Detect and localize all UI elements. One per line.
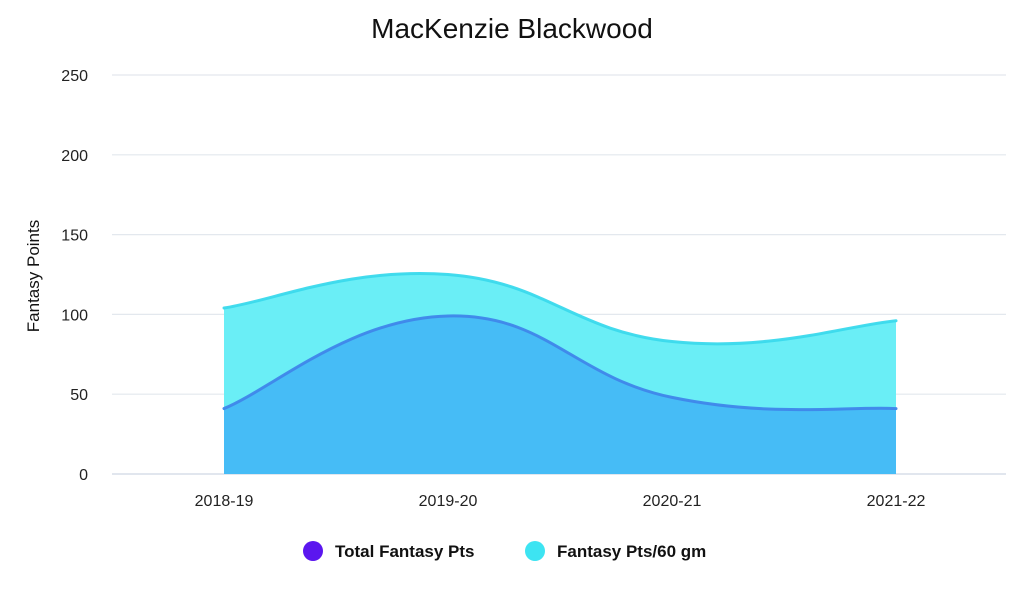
legend-label: Total Fantasy Pts [335, 542, 475, 561]
legend-label: Fantasy Pts/60 gm [557, 542, 706, 561]
axes: 0 50 100 150 200 250 2018-19 2019-20 2020-21 2021… [61, 68, 925, 510]
x-tick-label: 2018-19 [195, 493, 254, 510]
legend-swatch [525, 541, 545, 561]
x-tick-label: 2019-20 [419, 493, 478, 510]
y-tick-label: 250 [61, 68, 88, 85]
y-tick-label: 50 [70, 387, 88, 404]
legend-item-total-fantasy-pts: Total Fantasy Pts [303, 541, 475, 561]
legend-item-fantasy-pts-per-60: Fantasy Pts/60 gm [525, 541, 706, 561]
x-tick-label: 2021-22 [867, 493, 926, 510]
y-axis-label: Fantasy Points [24, 220, 43, 332]
chart-title: MacKenzie Blackwood [371, 13, 653, 44]
y-tick-label: 150 [61, 228, 88, 245]
series-area-total-fantasy-pts [224, 315, 896, 474]
series-line-fantasy-pts-per-60 [222, 272, 898, 346]
legend: Total Fantasy Pts Fantasy Pts/60 gm [303, 541, 706, 561]
y-tick-label: 200 [61, 148, 88, 165]
legend-swatch [303, 541, 323, 561]
series-line-total-fantasy-pts [222, 314, 898, 412]
x-tick-label: 2020-21 [643, 493, 702, 510]
y-tick-label: 100 [61, 307, 88, 324]
series-areas [222, 272, 898, 474]
y-tick-label: 0 [79, 467, 88, 484]
